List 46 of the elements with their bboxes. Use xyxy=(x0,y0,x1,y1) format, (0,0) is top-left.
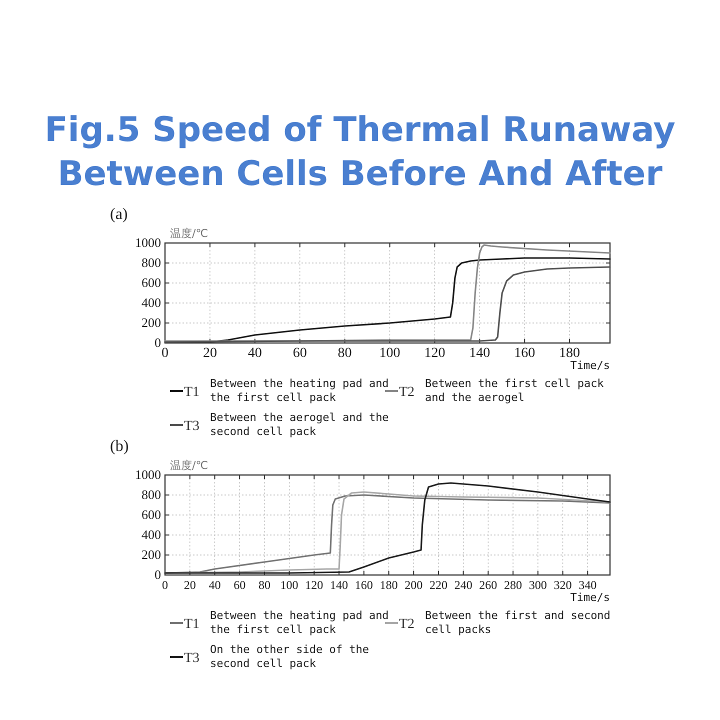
x-tick-label: 280 xyxy=(504,578,522,592)
y-tick-label: 600 xyxy=(142,507,161,522)
x-tick-label: 60 xyxy=(292,346,307,361)
y-tick-label: 200 xyxy=(142,547,161,562)
x-tick-label: 260 xyxy=(479,578,498,592)
x-tick-label: 140 xyxy=(469,346,490,361)
x-tick-label: 160 xyxy=(514,346,536,361)
x-tick-label: 240 xyxy=(454,578,472,592)
x-tick-label: 20 xyxy=(184,578,196,592)
x-tick-label: 60 xyxy=(234,578,246,592)
chart-subtitle: (b) xyxy=(110,438,129,455)
x-tick-label: 160 xyxy=(354,578,373,592)
x-axis-title: Time/s xyxy=(570,591,610,604)
chart-title: Fig.5 Speed of Thermal Runaway Between Cells Before And After xyxy=(44,109,676,196)
y-tick-label: 1000 xyxy=(135,467,161,482)
y-axis-title: 温度/℃ xyxy=(170,227,208,240)
x-tick-label: 40 xyxy=(248,346,262,361)
x-tick-label: 180 xyxy=(380,578,398,592)
x-tick-label: 220 xyxy=(429,578,448,592)
legend-item: T3 Between the aerogel and the second cell pack xyxy=(170,411,389,438)
x-tick-label: 340 xyxy=(578,578,597,592)
y-tick-label: 0 xyxy=(154,335,161,350)
y-tick-label: 800 xyxy=(142,255,161,270)
y-tick-label: 1000 xyxy=(135,235,161,250)
y-tick-label: 400 xyxy=(142,527,161,542)
x-tick-label: 120 xyxy=(424,346,446,361)
x-tick-label: 100 xyxy=(280,578,298,592)
y-tick-label: 800 xyxy=(142,487,161,502)
x-tick-label: 80 xyxy=(338,346,352,361)
y-axis-title: 温度/℃ xyxy=(170,459,208,472)
x-tick-label: 180 xyxy=(559,346,580,361)
x-tick-label: 20 xyxy=(202,346,217,361)
x-tick-label: 100 xyxy=(379,346,400,361)
x-axis-title: Time/s xyxy=(570,359,610,372)
y-tick-label: 200 xyxy=(142,315,161,330)
x-tick-label: 300 xyxy=(528,578,547,592)
x-tick-label: 320 xyxy=(554,578,572,592)
x-tick-label: 140 xyxy=(330,578,348,592)
y-tick-label: 0 xyxy=(154,567,161,582)
x-tick-label: 80 xyxy=(258,578,270,592)
chart-subtitle: (a) xyxy=(110,206,128,223)
y-tick-label: 400 xyxy=(142,295,161,310)
x-tick-label: 40 xyxy=(208,578,221,592)
x-tick-label: 200 xyxy=(404,578,423,592)
x-tick-label: 120 xyxy=(305,578,324,592)
y-tick-label: 600 xyxy=(142,275,161,290)
